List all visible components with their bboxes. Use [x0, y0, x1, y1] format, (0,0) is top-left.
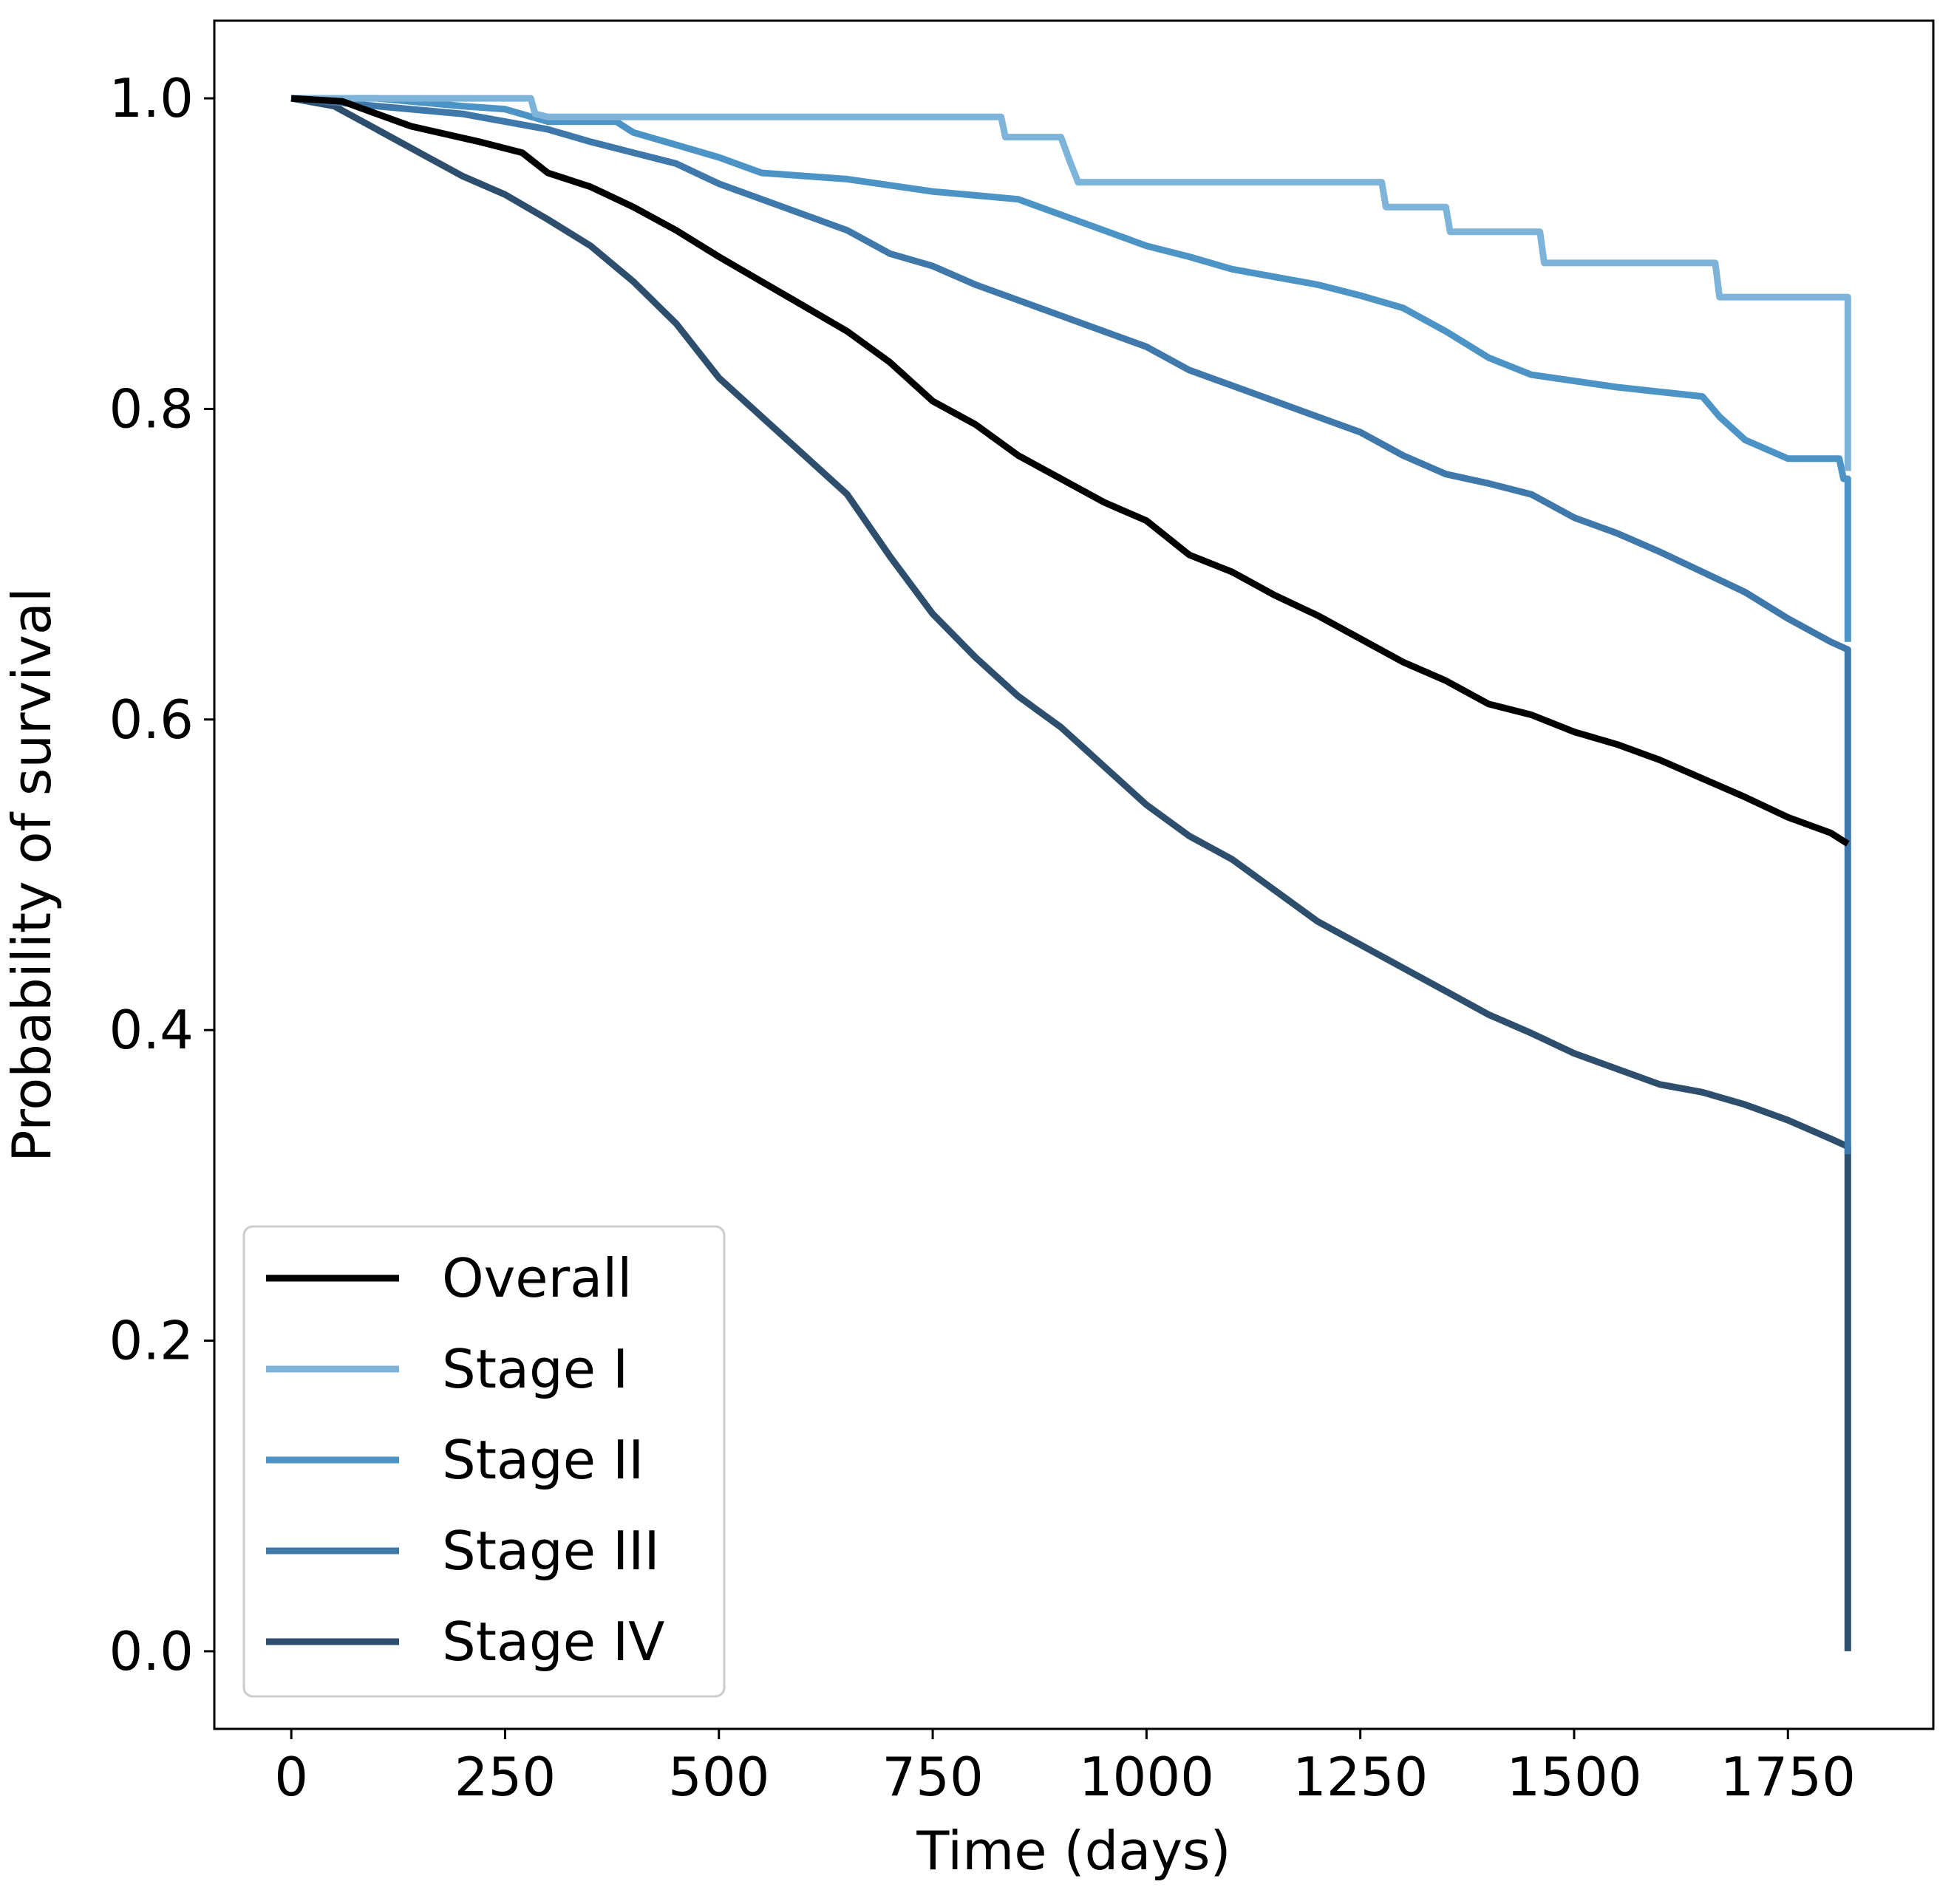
y-axis-label: Probability of survival [1, 587, 63, 1162]
legend-box [242, 1225, 726, 1698]
y-tick-label: 0.6 [109, 689, 194, 751]
series-line-stage-iv [290, 95, 1851, 1651]
x-axis-ticks: 0 250 500 750 1000 1250 1500 1750 [274, 1729, 1856, 1808]
x-tick-label: 0 [274, 1746, 308, 1808]
x-tick-label: 1750 [1720, 1746, 1856, 1808]
x-tick-label: 1250 [1293, 1746, 1428, 1808]
x-tick-label: 500 [668, 1746, 769, 1808]
series-line-stage-ii [291, 95, 1851, 642]
plot-frame [213, 19, 1935, 1730]
legend-label-overall: Overall [442, 1247, 632, 1309]
series-line-stage-iii [290, 95, 1851, 1155]
legend-label-stage-iv: Stage IV [442, 1611, 664, 1673]
x-tick-label: 1000 [1079, 1746, 1214, 1808]
x-axis-label: Time (days) [916, 1820, 1230, 1882]
y-tick-label: 0.4 [109, 999, 194, 1061]
series-line-overall [290, 95, 1850, 847]
legend: Overall Stage I Stage II Stage III Stage IV [242, 1225, 726, 1698]
y-tick-label: 1.0 [109, 67, 194, 129]
x-tick-label: 750 [882, 1746, 983, 1808]
legend-label-stage-ii: Stage II [442, 1429, 644, 1491]
series-lines [290, 95, 1851, 1651]
legend-label-stage-iii: Stage III [442, 1520, 660, 1582]
y-tick-label: 0.8 [109, 378, 194, 440]
x-tick-label: 1500 [1506, 1746, 1641, 1808]
y-tick-label: 0.2 [109, 1310, 194, 1372]
x-tick-label: 250 [455, 1746, 556, 1808]
legend-label-stage-i: Stage I [442, 1338, 628, 1400]
series-line-stage-i [291, 95, 1851, 471]
y-tick-label: 0.0 [109, 1620, 194, 1682]
y-axis-ticks: 0.0 0.2 0.4 0.6 0.8 1.0 [109, 67, 214, 1682]
